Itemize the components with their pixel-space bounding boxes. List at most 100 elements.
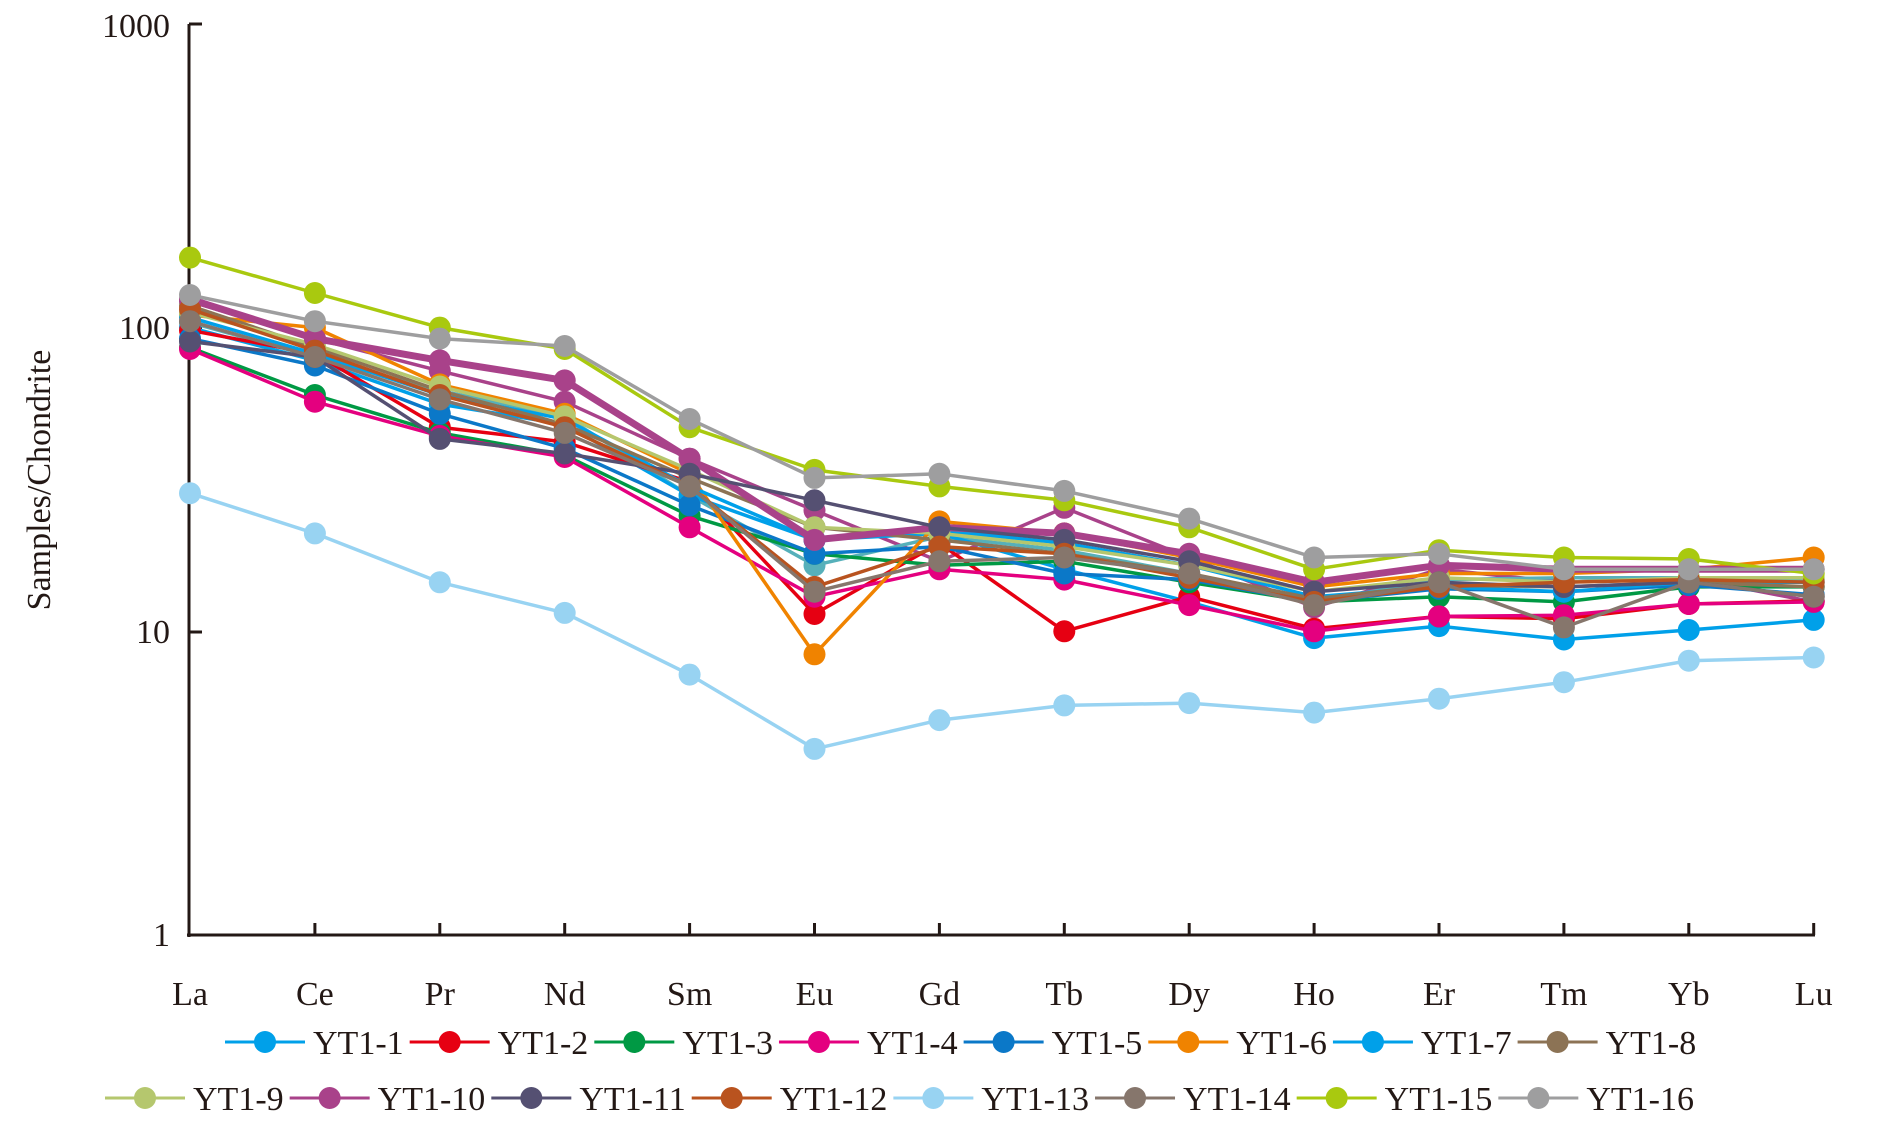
point-YT1-14-Dy [1178,562,1201,585]
legend-marker [438,1031,461,1053]
legend-marker [1124,1087,1147,1109]
point-YT1-13-Er [1428,687,1450,710]
legend-item-YT1-13: YT1-13 [893,1081,1089,1118]
point-YT1-4-Ho [1303,620,1326,643]
legend-marker [992,1031,1015,1053]
series-line-YT1-10 [188,295,1814,586]
legend-label: YT1-14 [1183,1081,1291,1118]
legend-item-YT1-8: YT1-8 [1517,1025,1697,1062]
point-YT1-13-Tb [1053,694,1076,717]
point-YT1-1-Lu [1802,608,1825,631]
legend-label: YT1-4 [867,1025,958,1062]
point-YT1-14-Ce [303,346,326,368]
x-label-Tb: Tb [1045,976,1083,1013]
point-YT1-13-La [179,482,201,505]
legend-item-YT1-15: YT1-15 [1296,1081,1493,1118]
legend-label: YT1-8 [1606,1025,1697,1062]
series-line-YT1-11 [189,339,1814,599]
legend-label: YT1-10 [378,1081,486,1118]
series-line-YT1-13 [189,491,1814,751]
point-YT1-14-Lu [1802,585,1825,608]
point-YT1-11-Gd [928,516,951,539]
legend-marker [720,1087,743,1109]
legend-marker [134,1087,156,1109]
series-YT1-16 [179,284,1825,581]
point-YT1-13-Lu [1802,646,1825,669]
series-line-YT1-15 [189,255,1814,576]
point-YT1-4-Ce [303,390,326,413]
point-YT1-11-Pr [428,427,451,450]
point-YT1-14-Tm [1552,616,1575,639]
point-YT1-13-Gd [928,709,951,732]
series-line-YT1-14 [189,319,1814,630]
legend-marker [1361,1031,1384,1053]
point-YT1-5-Tb [1053,562,1076,585]
point-YT1-11-Eu [803,489,826,512]
y-axis-title: Samples/Chondrite [21,350,58,611]
point-YT1-13-Dy [1178,692,1201,715]
point-YT1-14-Sm [678,475,701,498]
point-YT1-14-Pr [428,388,451,411]
point-YT1-16-La [179,284,201,306]
point-YT1-4-Dy [1178,594,1201,617]
point-YT1-10-Pr [428,349,451,372]
legend-item-YT1-14: YT1-14 [1095,1081,1291,1118]
legend-label: YT1-3 [682,1025,773,1062]
point-YT1-14-Ho [1303,594,1326,617]
point-YT1-2-Eu [803,603,826,625]
point-YT1-13-Yb [1677,649,1700,672]
y-tick-label-10: 10 [136,614,170,651]
x-label-La: La [172,976,208,1013]
legend-item-YT1-2: YT1-2 [409,1025,588,1062]
y-tick-label-1000: 1000 [102,8,170,45]
legend-label: YT1-15 [1385,1081,1493,1118]
x-label-Nd: Nd [544,976,586,1013]
legend-label: YT1-13 [981,1081,1089,1118]
point-YT1-13-Sm [678,663,701,686]
point-YT1-16-Tm [1552,558,1575,581]
point-YT1-13-Ce [303,522,326,545]
point-YT1-16-Dy [1178,507,1201,530]
point-YT1-16-Ho [1303,546,1326,569]
point-YT1-1-Yb [1677,619,1700,641]
legend-item-YT1-9: YT1-9 [105,1081,284,1118]
legend-label: YT1-11 [579,1081,685,1118]
legend-marker [1546,1031,1569,1053]
point-YT1-4-Sm [678,516,701,539]
point-YT1-16-Sm [678,408,701,430]
x-label-Lu: Lu [1795,976,1833,1013]
point-YT1-14-Gd [928,550,951,573]
series-line-YT1-3 [189,345,1814,604]
point-YT1-4-Yb [1677,593,1700,615]
legend-marker [254,1031,276,1053]
series-YT1-12 [179,298,1825,613]
point-YT1-15-Ce [303,282,326,304]
x-label-Ho: Ho [1293,976,1335,1013]
point-YT1-16-Nd [553,335,576,357]
x-label-Eu: Eu [796,976,834,1013]
legend-marker [318,1087,341,1109]
point-YT1-13-Tm [1552,671,1575,694]
legend-item-YT1-5: YT1-5 [963,1025,1142,1062]
x-label-Pr: Pr [425,976,456,1013]
point-YT1-16-Eu [803,466,826,489]
point-YT1-16-Er [1428,542,1450,565]
point-YT1-11-Nd [553,442,576,465]
point-YT1-10-Eu [803,528,826,551]
point-YT1-16-Gd [928,462,951,485]
point-YT1-13-Eu [803,737,826,760]
point-YT1-16-Pr [428,327,451,350]
x-label-Dy: Dy [1168,976,1210,1013]
legend-label: YT1-12 [780,1081,888,1118]
legend-label: YT1-1 [313,1025,404,1062]
point-YT1-10-Sm [678,447,701,470]
point-YT1-14-Tb [1053,546,1076,569]
series-layer [179,246,1825,760]
point-YT1-4-Er [1428,605,1450,628]
legend-marker [922,1087,945,1109]
point-YT1-14-La [179,310,201,333]
point-YT1-14-Nd [553,421,576,444]
point-YT1-11-La [179,330,201,353]
x-label-Gd: Gd [919,976,961,1013]
